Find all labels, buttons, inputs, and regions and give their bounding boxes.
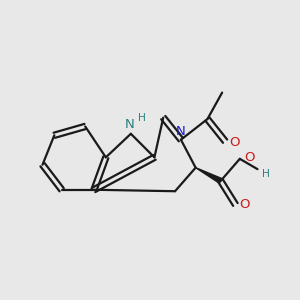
Text: O: O	[240, 198, 250, 211]
Text: H: H	[138, 113, 146, 124]
Text: H: H	[262, 169, 270, 178]
Text: O: O	[229, 136, 240, 149]
Text: N: N	[124, 118, 134, 131]
Polygon shape	[196, 168, 222, 183]
Text: N: N	[176, 125, 186, 138]
Text: O: O	[244, 151, 254, 164]
